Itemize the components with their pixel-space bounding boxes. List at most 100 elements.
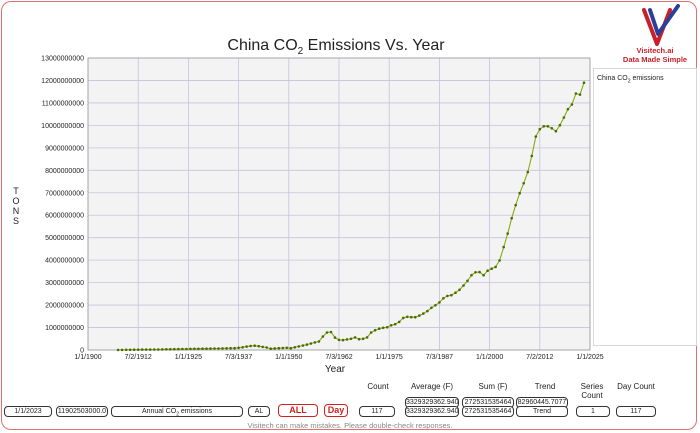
data-point[interactable] xyxy=(193,347,196,351)
data-point[interactable] xyxy=(406,315,409,319)
data-point[interactable] xyxy=(385,326,389,329)
data-point[interactable] xyxy=(293,346,297,349)
data-point[interactable] xyxy=(574,92,578,95)
data-point[interactable] xyxy=(546,125,550,128)
data-point[interactable] xyxy=(329,330,333,334)
data-point[interactable] xyxy=(153,348,156,351)
data-point[interactable] xyxy=(562,116,566,119)
code-field[interactable]: AL xyxy=(248,406,270,417)
data-point[interactable] xyxy=(361,337,365,341)
data-point[interactable] xyxy=(249,344,252,348)
data-point[interactable] xyxy=(120,348,124,352)
data-point[interactable] xyxy=(233,346,236,350)
data-point[interactable] xyxy=(430,306,433,310)
data-point[interactable] xyxy=(353,336,357,339)
data-point[interactable] xyxy=(422,312,425,315)
data-point[interactable] xyxy=(434,304,437,307)
data-point[interactable] xyxy=(482,273,485,277)
data-point[interactable] xyxy=(454,291,457,295)
data-point[interactable] xyxy=(189,347,192,351)
data-point[interactable] xyxy=(550,127,554,130)
data-point[interactable] xyxy=(205,347,208,351)
data-point[interactable] xyxy=(261,345,265,349)
data-point[interactable] xyxy=(381,326,385,330)
data-point[interactable] xyxy=(418,314,421,317)
data-point[interactable] xyxy=(578,93,582,96)
data-point[interactable] xyxy=(518,191,521,195)
data-point[interactable] xyxy=(213,347,216,350)
data-point[interactable] xyxy=(297,345,301,348)
data-point[interactable] xyxy=(241,346,244,349)
data-point[interactable] xyxy=(341,338,345,342)
data-point[interactable] xyxy=(506,232,510,235)
data-point[interactable] xyxy=(458,288,461,292)
data-point[interactable] xyxy=(554,129,558,133)
data-point[interactable] xyxy=(273,347,277,350)
data-point[interactable] xyxy=(478,270,481,274)
data-point[interactable] xyxy=(281,346,285,350)
data-point[interactable] xyxy=(136,348,140,352)
data-point[interactable] xyxy=(144,348,148,351)
data-point[interactable] xyxy=(173,347,176,351)
data-point[interactable] xyxy=(558,123,562,127)
data-point[interactable] xyxy=(490,267,493,271)
all-button[interactable]: ALL xyxy=(278,404,318,417)
day-button[interactable]: Day xyxy=(324,404,348,417)
data-point[interactable] xyxy=(277,346,281,350)
data-point[interactable] xyxy=(566,107,570,111)
data-point[interactable] xyxy=(124,348,128,352)
data-point[interactable] xyxy=(285,346,289,350)
data-point[interactable] xyxy=(446,294,449,298)
data-point[interactable] xyxy=(349,337,353,341)
data-point[interactable] xyxy=(245,345,248,348)
data-point[interactable] xyxy=(301,344,305,347)
data-point[interactable] xyxy=(410,315,413,319)
data-point[interactable] xyxy=(177,347,180,351)
data-point[interactable] xyxy=(161,348,164,351)
data-point[interactable] xyxy=(157,348,160,351)
data-point[interactable] xyxy=(309,342,313,345)
data-point[interactable] xyxy=(128,348,132,352)
data-point[interactable] xyxy=(526,170,530,174)
data-point[interactable] xyxy=(132,348,136,352)
data-point[interactable] xyxy=(397,320,401,324)
data-point[interactable] xyxy=(345,338,349,341)
data-point[interactable] xyxy=(369,331,373,334)
data-point[interactable] xyxy=(357,337,361,341)
data-point[interactable] xyxy=(221,347,224,350)
series-field[interactable]: Annual CO2 emissions xyxy=(111,406,243,417)
data-point[interactable] xyxy=(502,245,506,249)
data-point[interactable] xyxy=(393,322,397,326)
data-point[interactable] xyxy=(426,309,429,313)
data-point[interactable] xyxy=(165,348,168,351)
value-field[interactable]: 11902503000.0 xyxy=(56,406,108,417)
data-point[interactable] xyxy=(442,297,445,300)
data-point[interactable] xyxy=(257,344,261,348)
data-point[interactable] xyxy=(494,265,497,269)
data-point[interactable] xyxy=(486,269,489,273)
data-point[interactable] xyxy=(229,346,232,350)
data-point[interactable] xyxy=(140,348,144,351)
data-point[interactable] xyxy=(510,216,513,220)
date-field[interactable]: 1/1/2023 xyxy=(4,406,52,417)
data-point[interactable] xyxy=(450,293,453,297)
data-point[interactable] xyxy=(402,316,405,320)
data-point[interactable] xyxy=(321,335,325,338)
data-point[interactable] xyxy=(253,344,256,348)
data-point[interactable] xyxy=(181,347,184,351)
data-point[interactable] xyxy=(377,327,381,331)
data-point[interactable] xyxy=(305,343,309,346)
data-point[interactable] xyxy=(313,341,317,344)
data-point[interactable] xyxy=(474,271,477,274)
data-point[interactable] xyxy=(470,273,473,277)
data-point[interactable] xyxy=(498,259,501,262)
data-point[interactable] xyxy=(530,154,534,158)
data-point[interactable] xyxy=(373,328,377,332)
data-point[interactable] xyxy=(389,324,393,327)
data-point[interactable] xyxy=(414,315,417,319)
data-point[interactable] xyxy=(466,279,469,283)
data-point[interactable] xyxy=(116,348,120,352)
data-point[interactable] xyxy=(148,348,152,351)
legend-item[interactable]: China CO2 emissions xyxy=(597,75,664,84)
data-point[interactable] xyxy=(265,346,269,349)
